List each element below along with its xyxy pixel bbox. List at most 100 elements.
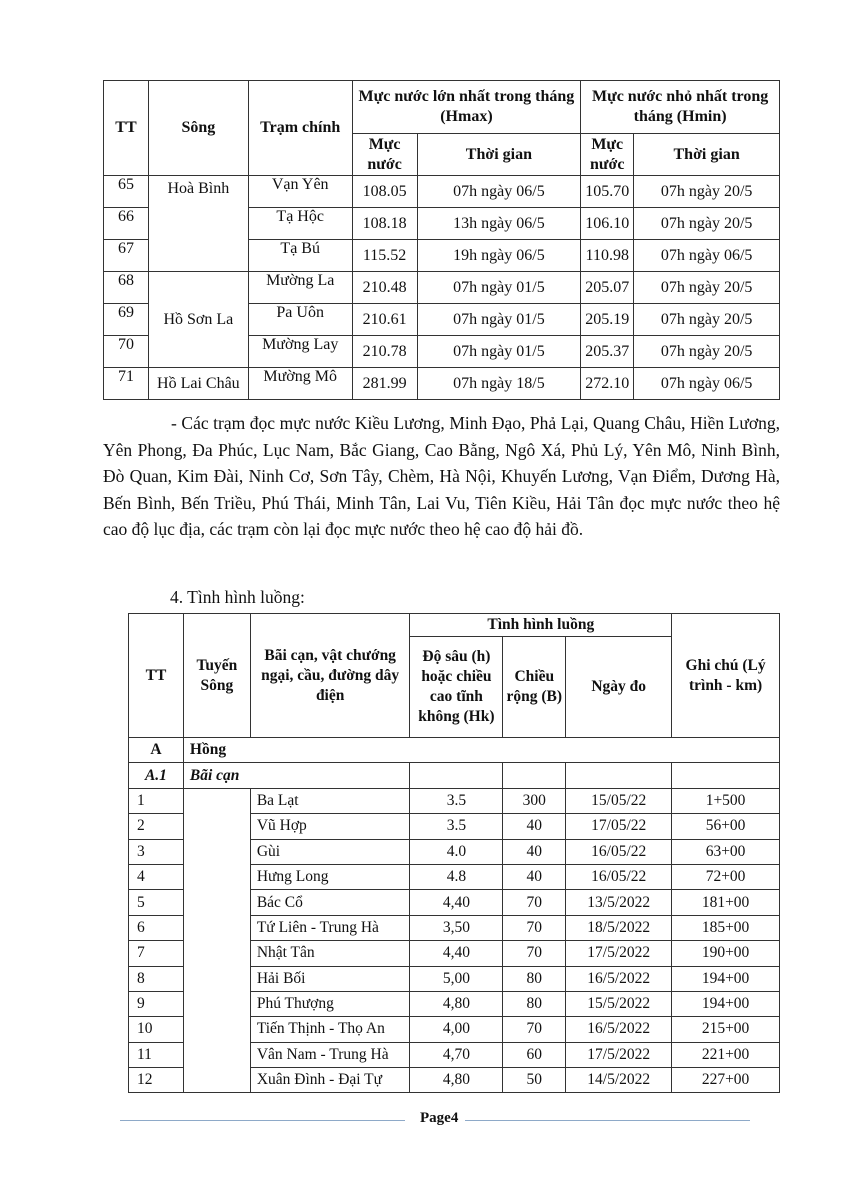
table-row: 12 Xuân Đình - Đại Tự 4,80 50 14/5/2022 227+0… <box>128 1067 780 1094</box>
table-row: 67 Tạ Bú 115.52 19h ngày 06/5 110.98 07h ngày… <box>103 239 780 272</box>
cell-depth: 4.0 <box>409 838 504 865</box>
cell-hmax-level: 210.78 <box>351 335 418 368</box>
table-row: 68 Hồ Sơn La Mường La 210.48 07h ngày 01/5 20… <box>103 271 780 368</box>
empty-cell <box>565 762 673 789</box>
cell-note: 215+00 <box>671 1016 780 1043</box>
table-row: 11 Vân Nam - Trung Hà 4,70 60 17/5/2022 221+0… <box>128 1041 780 1069</box>
cell-hmax-level: 108.18 <box>351 207 418 240</box>
table-row: 71 Hồ Lai Châu Mường Mô 281.99 07h ngày 18/5… <box>103 367 780 400</box>
cell-width: 70 <box>502 889 567 916</box>
section-tt: A <box>128 736 184 764</box>
header-ghi-chu: Ghi chú (Lý trình - km) <box>671 613 780 738</box>
cell-note: 227+00 <box>671 1067 780 1094</box>
cell-hmax-time: 07h ngày 18/5 <box>416 367 582 400</box>
header-thoi-gian: Thời gian <box>416 133 582 176</box>
cell-date: 14/5/2022 <box>565 1067 673 1094</box>
cell-hmin-level: 205.37 <box>580 335 635 368</box>
cell-name: Nhật Tân <box>249 940 411 967</box>
section-label: Hồng <box>182 736 781 764</box>
cell-depth: 3.5 <box>409 787 504 815</box>
water-level-table: TT Sông Trạm chính Mực nước lớn nhất tro… <box>103 80 780 400</box>
cell-depth: 3.5 <box>409 813 504 840</box>
table-row: 70 Mường Lay 210.78 07h ngày 01/5 205.37 07h … <box>103 335 780 368</box>
header-tram: Trạm chính <box>247 80 353 176</box>
cell-tt: 8 <box>128 965 184 992</box>
cell-name: Hưng Long <box>249 863 411 891</box>
cell-tram: Mường La <box>247 271 353 304</box>
cell-tt: 11 <box>128 1041 184 1069</box>
cell-width: 70 <box>502 940 567 967</box>
cell-tt: 65 <box>103 175 149 208</box>
cell-hmin-time: 07h ngày 06/5 <box>633 239 780 272</box>
station-note-paragraph: - Các trạm đọc mực nước Kiều Lương, Minh… <box>103 413 780 539</box>
header-song: Sông <box>147 80 249 176</box>
table-row: 3 Gùi 4.0 40 16/05/22 63+00 <box>128 838 780 865</box>
empty-cell <box>671 762 780 789</box>
cell-depth: 4,00 <box>409 1016 504 1043</box>
cell-date: 17/05/22 <box>565 813 673 840</box>
cell-hmax-time: 07h ngày 06/5 <box>416 175 582 208</box>
cell-note: 1+500 <box>671 787 780 815</box>
cell-width: 40 <box>502 863 567 891</box>
cell-hmax-time: 13h ngày 06/5 <box>416 207 582 240</box>
cell-width: 70 <box>502 914 567 942</box>
page-number: Page4 <box>420 1110 459 1126</box>
cell-hmin-level: 106.10 <box>580 207 635 240</box>
cell-note: 221+00 <box>671 1041 780 1069</box>
cell-hmax-level: 115.52 <box>351 239 418 272</box>
cell-tt: 7 <box>128 940 184 967</box>
table-row: 69 Pa Uôn 210.61 07h ngày 01/5 205.19 07h ngà… <box>103 303 780 336</box>
cell-width: 40 <box>502 838 567 865</box>
cell-hmin-level: 272.10 <box>580 367 635 400</box>
cell-note: 194+00 <box>671 965 780 992</box>
cell-depth: 4,40 <box>409 889 504 916</box>
table-row: 5 Bác Cổ 4,40 70 13/5/2022 181+00 <box>128 889 780 916</box>
cell-note: 181+00 <box>671 889 780 916</box>
header-muc-nuoc: Mực nước <box>351 133 418 176</box>
cell-depth: 4,80 <box>409 990 504 1018</box>
table-row: 4 Hưng Long 4.8 40 16/05/22 72+00 <box>128 863 780 891</box>
cell-tt: 69 <box>103 303 149 336</box>
cell-tt: 9 <box>128 990 184 1018</box>
cell-hmax-time: 07h ngày 01/5 <box>416 335 582 368</box>
table-row: 7 Nhật Tân 4,40 70 17/5/2022 190+00 <box>128 940 780 967</box>
cell-width: 40 <box>502 813 567 840</box>
cell-name: Gùi <box>249 838 411 865</box>
header-tt: TT <box>103 80 149 176</box>
section-row-a1: A.1 Bãi cạn <box>128 762 780 789</box>
cell-width: 80 <box>502 965 567 992</box>
table-row: 66 Tạ Hộc 108.18 13h ngày 06/5 106.10 07h ngà… <box>103 207 780 240</box>
cell-note: 194+00 <box>671 990 780 1018</box>
cell-date: 17/5/2022 <box>565 940 673 967</box>
cell-depth: 4.8 <box>409 863 504 891</box>
cell-tram: Mường Mô <box>247 367 353 400</box>
cell-tt: 4 <box>128 863 184 891</box>
cell-width: 60 <box>502 1041 567 1069</box>
cell-tram: Tạ Bú <box>247 239 353 272</box>
cell-hmin-time: 07h ngày 20/5 <box>633 207 780 240</box>
cell-date: 13/5/2022 <box>565 889 673 916</box>
cell-hmax-level: 108.05 <box>351 175 418 208</box>
cell-tt: 3 <box>128 838 184 865</box>
cell-hmin-level: 205.07 <box>580 271 635 304</box>
cell-tram: Pa Uôn <box>247 303 353 336</box>
cell-song: Hoà Bình <box>147 175 249 272</box>
header-do-sau: Độ sâu (h) hoặc chiều cao tĩnh không (Hk… <box>409 636 504 738</box>
cell-hmin-time: 07h ngày 20/5 <box>633 303 780 336</box>
empty-cell <box>502 762 567 789</box>
cell-hmin-level: 105.70 <box>580 175 635 208</box>
header-tuyen-song: Tuyến Sông <box>182 613 251 738</box>
cell-hmax-level: 281.99 <box>351 367 418 400</box>
header-hmin: Mực nước nhỏ nhất trong tháng (Hmin) <box>580 80 780 134</box>
cell-tt: 6 <box>128 914 184 942</box>
channel-status-table: TT Tuyến Sông Bãi cạn, vật chướng ngại, … <box>128 613 781 1094</box>
cell-tt: 68 <box>103 271 149 304</box>
cell-hmin-level: 205.19 <box>580 303 635 336</box>
cell-name: Phú Thượng <box>249 990 411 1018</box>
cell-tt: 70 <box>103 335 149 368</box>
cell-date: 16/5/2022 <box>565 965 673 992</box>
footer-divider <box>465 1120 750 1121</box>
cell-name: Tứ Liên - Trung Hà <box>249 914 411 942</box>
cell-date: 16/5/2022 <box>565 1016 673 1043</box>
